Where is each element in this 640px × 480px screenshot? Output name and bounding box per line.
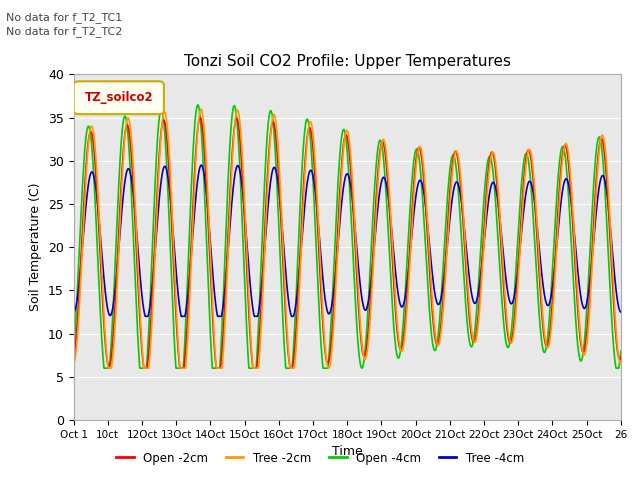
Open -2cm [165, 162, 173, 168]
X-axis label: Time: Time [332, 445, 363, 458]
Tree -2cm [548, 324, 556, 329]
Open -4cm [548, 283, 556, 289]
Tree -2cm [303, 134, 311, 140]
Tree -2cm [280, 261, 287, 266]
Open -2cm [70, 354, 77, 360]
Open -2cm [132, 239, 140, 244]
Text: TZ_soilco2: TZ_soilco2 [84, 91, 153, 104]
Tree -4cm [617, 309, 625, 315]
Open -2cm [548, 312, 556, 318]
Line: Tree -2cm: Tree -2cm [74, 109, 621, 368]
Tree -2cm [607, 225, 614, 231]
Tree -4cm [165, 180, 173, 185]
Open -2cm [280, 278, 287, 284]
Tree -2cm [104, 365, 112, 371]
Line: Tree -4cm: Tree -4cm [74, 165, 621, 316]
Tree -4cm [280, 246, 287, 252]
Tree -2cm [70, 361, 77, 367]
Open -2cm [607, 242, 614, 248]
Title: Tonzi Soil CO2 Profile: Upper Temperatures: Tonzi Soil CO2 Profile: Upper Temperatur… [184, 54, 511, 69]
Open -4cm [165, 205, 173, 211]
Open -4cm [132, 300, 140, 306]
Open -4cm [70, 348, 77, 354]
Tree -2cm [165, 142, 173, 147]
Open -2cm [140, 365, 148, 371]
Tree -4cm [198, 162, 205, 168]
FancyBboxPatch shape [74, 81, 164, 114]
Open -4cm [100, 365, 108, 371]
Open -4cm [617, 348, 625, 354]
Open -2cm [303, 132, 311, 137]
Tree -2cm [132, 223, 140, 228]
Open -4cm [194, 102, 202, 108]
Tree -4cm [303, 178, 311, 184]
Line: Open -2cm: Open -2cm [74, 118, 621, 368]
Line: Open -4cm: Open -4cm [74, 105, 621, 368]
Tree -4cm [548, 291, 556, 297]
Legend: Open -2cm, Tree -2cm, Open -4cm, Tree -4cm: Open -2cm, Tree -2cm, Open -4cm, Tree -4… [111, 447, 529, 469]
Y-axis label: Soil Temperature (C): Soil Temperature (C) [29, 183, 42, 312]
Open -2cm [617, 354, 625, 360]
Tree -4cm [70, 309, 77, 315]
Tree -4cm [607, 225, 614, 231]
Open -4cm [607, 292, 614, 298]
Open -4cm [280, 335, 287, 341]
Open -4cm [303, 117, 311, 122]
Tree -2cm [617, 361, 625, 367]
Text: No data for f_T2_TC1: No data for f_T2_TC1 [6, 12, 123, 23]
Text: No data for f_T2_TC2: No data for f_T2_TC2 [6, 26, 123, 37]
Tree -2cm [197, 106, 205, 112]
Tree -4cm [141, 313, 149, 319]
Tree -4cm [132, 222, 140, 228]
Open -2cm [196, 115, 204, 120]
